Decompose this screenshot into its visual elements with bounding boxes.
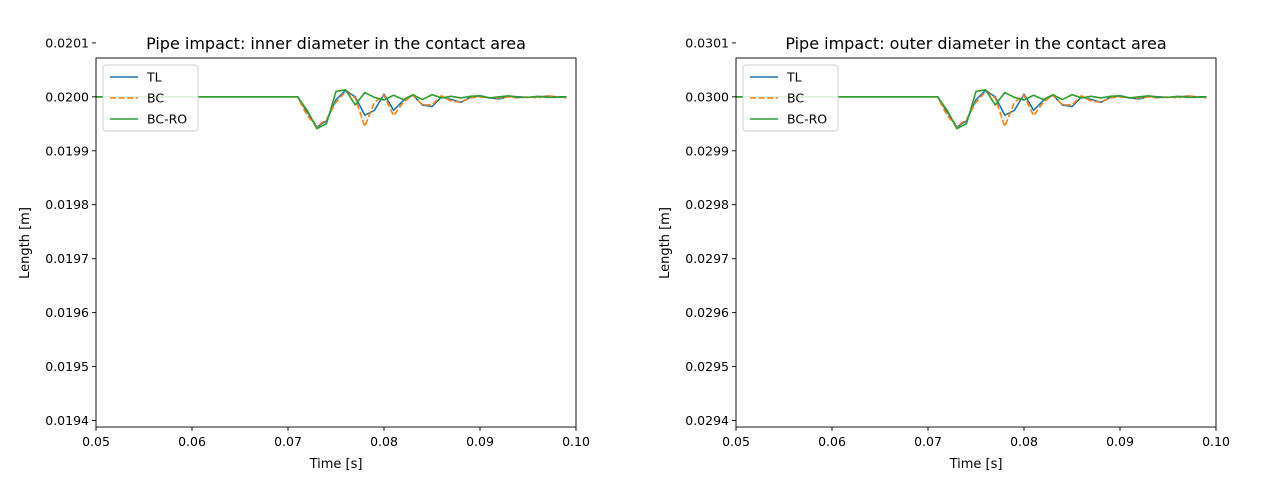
legend-box [102, 64, 199, 132]
legend: TL BC BC-RO [102, 64, 199, 132]
y-tick-label: 0.0201 [45, 35, 89, 50]
y-tick-label: 0.0197 [45, 251, 89, 266]
series-line-bc-ro [96, 89, 567, 130]
x-tick-label: 0.05 [722, 434, 750, 449]
y-tick-label: 0.0295 [685, 359, 729, 374]
y-tick-label: 0.0195 [45, 359, 89, 374]
y-tick-label: 0.0296 [685, 305, 729, 320]
series-group [96, 89, 567, 130]
x-tick-label: 0.05 [82, 434, 110, 449]
y-tick-label: 0.0198 [45, 197, 89, 212]
y-tick-label: 0.0300 [685, 89, 729, 104]
x-tick-label: 0.08 [1010, 434, 1038, 449]
chart-title: Pipe impact: inner diameter in the conta… [146, 34, 526, 53]
y-tick-label: 0.0200 [45, 89, 89, 104]
legend-label: TL [786, 70, 802, 85]
legend-label: BC [147, 91, 164, 106]
x-axis-label: Time [s] [949, 457, 1003, 472]
legend-label: TL [146, 70, 162, 85]
legend-label: BC-RO [787, 112, 827, 127]
y-tick-label: 0.0299 [685, 143, 729, 158]
chart-title: Pipe impact: outer diameter in the conta… [785, 34, 1166, 53]
y-tick-label: 0.0294 [685, 413, 729, 428]
series-line-bc-ro [736, 89, 1207, 130]
y-tick-label: 0.0199 [45, 143, 89, 158]
x-tick-label: 0.10 [562, 434, 590, 449]
y-axis-label: Length [m] [18, 207, 33, 279]
plot-area: 0.05 0.06 0.07 0.08 0.09 0.10 0.0194 0.0195 0.01… [45, 35, 590, 449]
chart-outer-diameter: Pipe impact: outer diameter in the conta… [658, 34, 1230, 472]
x-tick-label: 0.07 [274, 434, 302, 449]
axes-frame [95, 57, 577, 428]
plot-area: 0.05 0.06 0.07 0.08 0.09 0.10 0.0294 0.0295 0.02… [685, 35, 1230, 449]
chart-inner-diameter: Pipe impact: inner diameter in the conta… [18, 34, 590, 472]
x-axis-label: Time [s] [309, 457, 363, 472]
series-group [736, 89, 1207, 130]
axes-frame [735, 57, 1217, 428]
y-tick-label: 0.0301 [685, 35, 729, 50]
x-tick-label: 0.09 [466, 434, 494, 449]
series-line-bc [96, 90, 567, 128]
x-tick-label: 0.08 [370, 434, 398, 449]
y-tick-label: 0.0196 [45, 305, 89, 320]
legend-label: BC-RO [147, 112, 187, 127]
legend: TL BC BC-RO [742, 64, 839, 132]
y-axis-label: Length [m] [658, 207, 673, 279]
x-tick-label: 0.10 [1202, 434, 1230, 449]
x-tick-label: 0.06 [818, 434, 846, 449]
x-tick-label: 0.09 [1106, 434, 1134, 449]
legend-box [742, 64, 839, 132]
x-tick-label: 0.07 [914, 434, 942, 449]
y-tick-label: 0.0194 [45, 413, 89, 428]
y-tick-label: 0.0297 [685, 251, 729, 266]
series-line-bc [736, 90, 1207, 128]
legend-label: BC [787, 91, 804, 106]
x-tick-label: 0.06 [178, 434, 206, 449]
y-tick-label: 0.0298 [685, 197, 729, 212]
